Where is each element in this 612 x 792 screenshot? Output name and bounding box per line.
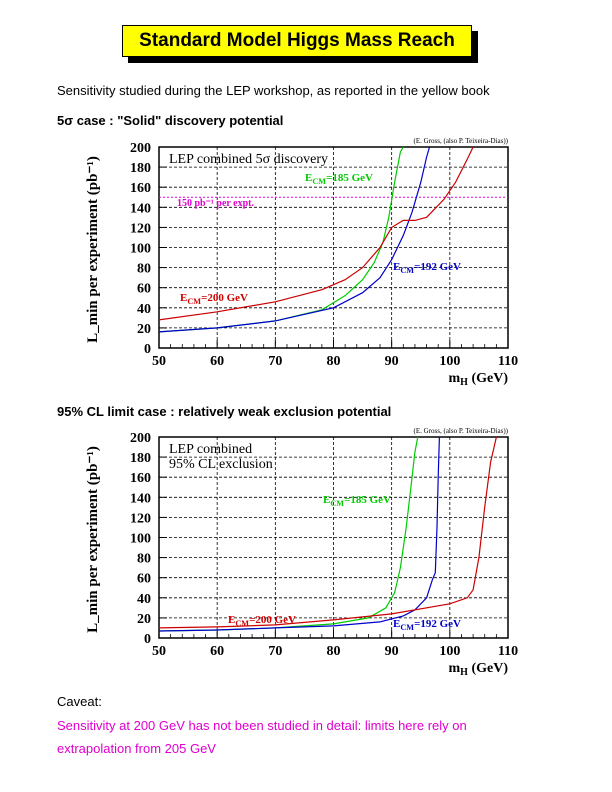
x-tick-label: 60 — [210, 354, 224, 369]
x-tick-label: 60 — [210, 644, 224, 659]
y-tick-label: 60 — [137, 282, 151, 297]
y-tick-label: 0 — [144, 632, 151, 647]
credit-text: (E. Gross, (also P. Teixeira-Dias)) — [414, 427, 509, 435]
y-tick-label: 140 — [130, 491, 151, 506]
caveat-line-2: extrapolation from 205 GeV — [57, 741, 216, 756]
series-label-185-gev: ECM=185 GeV — [305, 172, 373, 186]
x-tick-label: 110 — [498, 354, 518, 369]
y-tick-label: 200 — [130, 141, 151, 156]
credit-text: (E. Gross, (also P. Teixeira-Dias)) — [414, 137, 509, 145]
y-tick-label: 200 — [130, 431, 151, 446]
x-tick-label: 110 — [498, 644, 518, 659]
x-tick-label: 50 — [152, 354, 166, 369]
y-tick-label: 120 — [130, 221, 151, 236]
x-tick-label: 100 — [439, 644, 460, 659]
y-tick-label: 160 — [130, 471, 151, 486]
discovery-chart: 50 60 70 80 90 100 110 0 20 40 60 80 100 120 140 160 180… — [85, 137, 518, 388]
plot-title: LEP combined 5σ discovery — [169, 152, 328, 167]
y-tick-label: 40 — [137, 592, 151, 607]
exclusion-chart: 50 60 70 80 90 100 110 0 20 40 60 80 100 120 140 160 180… — [85, 427, 518, 678]
x-tick-label: 70 — [268, 354, 282, 369]
plot-subtitle: 95% CL exclusion — [169, 457, 273, 472]
x-tick-label: 90 — [385, 644, 399, 659]
caveat-line-1: Sensitivity at 200 GeV has not been stud… — [57, 718, 467, 733]
y-axis-label: L_min per experiment (pb⁻¹) — [85, 446, 101, 633]
section-discovery-heading: 5σ case : "Solid" discovery potential — [57, 113, 284, 128]
series-line-200-gev — [158, 436, 497, 629]
y-tick-label: 180 — [130, 451, 151, 466]
y-axis-label: L_min per experiment (pb⁻¹) — [85, 156, 101, 343]
reference-line-label: 150 pb⁻¹ per expt. — [177, 198, 254, 209]
x-tick-label: 100 — [439, 354, 460, 369]
x-tick-label: 80 — [327, 354, 341, 369]
x-tick-label: 50 — [152, 644, 166, 659]
intro-text: Sensitivity studied during the LEP works… — [57, 83, 490, 98]
y-tick-label: 0 — [144, 342, 151, 357]
series-label-200-gev: ECM=200 GeV — [180, 292, 248, 306]
series-line-192-gev — [158, 146, 431, 333]
x-tick-label: 90 — [385, 354, 399, 369]
section-exclusion-heading: 95% CL limit case : relatively weak excl… — [57, 404, 392, 419]
x-tick-label: 80 — [327, 644, 341, 659]
series-label-192-gev: ECM=192 GeV — [393, 618, 461, 632]
y-tick-label: 20 — [137, 612, 151, 627]
y-tick-label: 180 — [130, 161, 151, 176]
y-tick-label: 80 — [137, 552, 151, 567]
y-tick-label: 20 — [137, 322, 151, 337]
series-label-192-gev: ECM=192 GeV — [393, 261, 461, 275]
series-label-200-gev: ECM=200 GeV — [228, 614, 296, 628]
x-tick-label: 70 — [268, 644, 282, 659]
y-tick-label: 40 — [137, 302, 151, 317]
title-banner: Standard Model Higgs Mass Reach — [122, 25, 472, 57]
y-tick-label: 80 — [137, 262, 151, 277]
y-tick-label: 120 — [130, 511, 151, 526]
series-line-200-gev — [158, 146, 474, 321]
plot-title: LEP combined — [169, 442, 252, 457]
x-axis-label: mH (GeV) — [449, 661, 509, 678]
y-tick-label: 100 — [130, 532, 151, 547]
x-axis-label: mH (GeV) — [449, 371, 509, 388]
y-tick-label: 60 — [137, 572, 151, 587]
caveat-label: Caveat: — [57, 694, 102, 709]
series-label-185-gev: ECM=185 GeV — [323, 494, 391, 508]
y-tick-label: 100 — [130, 242, 151, 257]
y-tick-label: 140 — [130, 201, 151, 216]
y-tick-label: 160 — [130, 181, 151, 196]
page-title: Standard Model Higgs Mass Reach — [139, 30, 455, 51]
